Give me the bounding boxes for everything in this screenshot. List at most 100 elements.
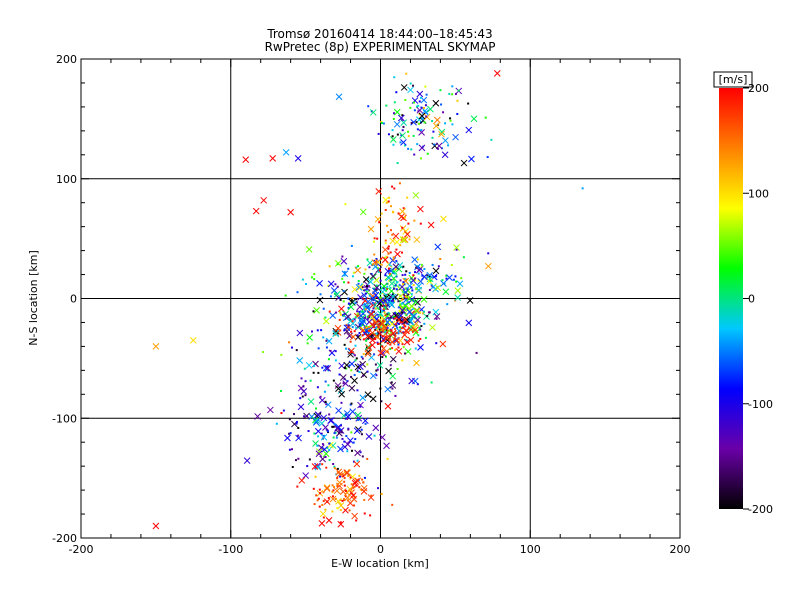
data-point bbox=[302, 415, 305, 418]
data-point bbox=[401, 359, 404, 362]
data-point bbox=[465, 319, 473, 327]
colorbar-tick-label: 100 bbox=[748, 187, 769, 200]
data-point bbox=[402, 346, 405, 349]
data-point bbox=[382, 327, 385, 330]
data-point bbox=[387, 317, 390, 320]
y-tick-label: 100 bbox=[56, 173, 77, 186]
data-point bbox=[376, 320, 379, 323]
data-point bbox=[371, 310, 374, 313]
data-point bbox=[393, 337, 401, 344]
data-point bbox=[340, 431, 343, 434]
data-point bbox=[347, 297, 350, 300]
data-point bbox=[152, 522, 160, 530]
data-point bbox=[347, 317, 355, 325]
data-point bbox=[342, 300, 345, 303]
data-point bbox=[308, 458, 311, 461]
data-point bbox=[399, 321, 402, 324]
data-point bbox=[323, 485, 331, 492]
data-point bbox=[438, 128, 446, 136]
data-point bbox=[387, 231, 390, 234]
data-point bbox=[343, 274, 346, 277]
data-point bbox=[378, 296, 381, 299]
data-point bbox=[435, 275, 438, 278]
data-point bbox=[357, 312, 365, 319]
data-point bbox=[423, 107, 426, 110]
data-point bbox=[475, 351, 478, 354]
data-point bbox=[327, 417, 334, 424]
data-point bbox=[377, 270, 380, 273]
data-point bbox=[416, 105, 419, 108]
data-point bbox=[400, 236, 407, 244]
data-point bbox=[400, 139, 407, 146]
data-point bbox=[357, 317, 365, 324]
data-point bbox=[397, 114, 405, 122]
data-point bbox=[326, 446, 329, 449]
data-point bbox=[389, 237, 397, 245]
data-point bbox=[320, 432, 323, 435]
data-point bbox=[401, 283, 404, 286]
data-point bbox=[289, 432, 292, 435]
data-point bbox=[460, 159, 468, 167]
data-point bbox=[366, 315, 369, 318]
data-point bbox=[418, 100, 421, 103]
data-point bbox=[394, 334, 397, 337]
data-point bbox=[387, 311, 390, 314]
data-point bbox=[391, 233, 394, 236]
data-point bbox=[347, 302, 350, 305]
data-point bbox=[368, 316, 371, 319]
data-point bbox=[279, 389, 282, 392]
data-point bbox=[382, 287, 385, 290]
data-point bbox=[419, 328, 422, 331]
data-point bbox=[397, 332, 400, 335]
data-point bbox=[359, 451, 362, 454]
data-point bbox=[388, 301, 396, 309]
data-point bbox=[348, 364, 351, 367]
data-point bbox=[379, 308, 382, 311]
data-point bbox=[377, 310, 384, 318]
data-point bbox=[389, 347, 392, 350]
data-point bbox=[388, 263, 391, 266]
data-point bbox=[384, 208, 387, 211]
data-point bbox=[380, 493, 383, 496]
data-point bbox=[367, 105, 370, 108]
data-point bbox=[331, 490, 334, 493]
data-point bbox=[356, 312, 359, 315]
data-point bbox=[321, 463, 324, 466]
data-point bbox=[389, 343, 392, 346]
data-point bbox=[393, 108, 401, 116]
data-point bbox=[339, 521, 342, 524]
data-point bbox=[334, 283, 337, 286]
data-point bbox=[370, 295, 377, 303]
data-point bbox=[400, 238, 403, 241]
data-point bbox=[409, 277, 417, 284]
data-point bbox=[351, 297, 354, 300]
data-point bbox=[358, 332, 361, 335]
data-point bbox=[302, 385, 305, 388]
data-point bbox=[431, 263, 434, 266]
data-point bbox=[354, 316, 357, 319]
data-point bbox=[365, 344, 373, 352]
data-point bbox=[377, 336, 380, 339]
data-point bbox=[445, 274, 448, 277]
data-point bbox=[407, 336, 415, 344]
data-point bbox=[451, 85, 454, 88]
data-point bbox=[422, 109, 430, 116]
data-point bbox=[381, 335, 384, 338]
data-point bbox=[404, 352, 407, 355]
data-point bbox=[332, 327, 340, 335]
data-point bbox=[417, 122, 420, 125]
data-point bbox=[417, 344, 424, 351]
data-point bbox=[362, 481, 365, 484]
data-point bbox=[452, 133, 459, 141]
data-point bbox=[313, 503, 316, 506]
data-point bbox=[294, 459, 297, 462]
data-point bbox=[394, 348, 397, 351]
data-point bbox=[357, 401, 364, 409]
data-point bbox=[370, 272, 373, 275]
data-point bbox=[333, 467, 336, 470]
data-point bbox=[446, 303, 449, 306]
data-point bbox=[365, 285, 368, 288]
data-point bbox=[363, 303, 366, 306]
data-point bbox=[318, 488, 321, 491]
data-point bbox=[364, 292, 367, 295]
